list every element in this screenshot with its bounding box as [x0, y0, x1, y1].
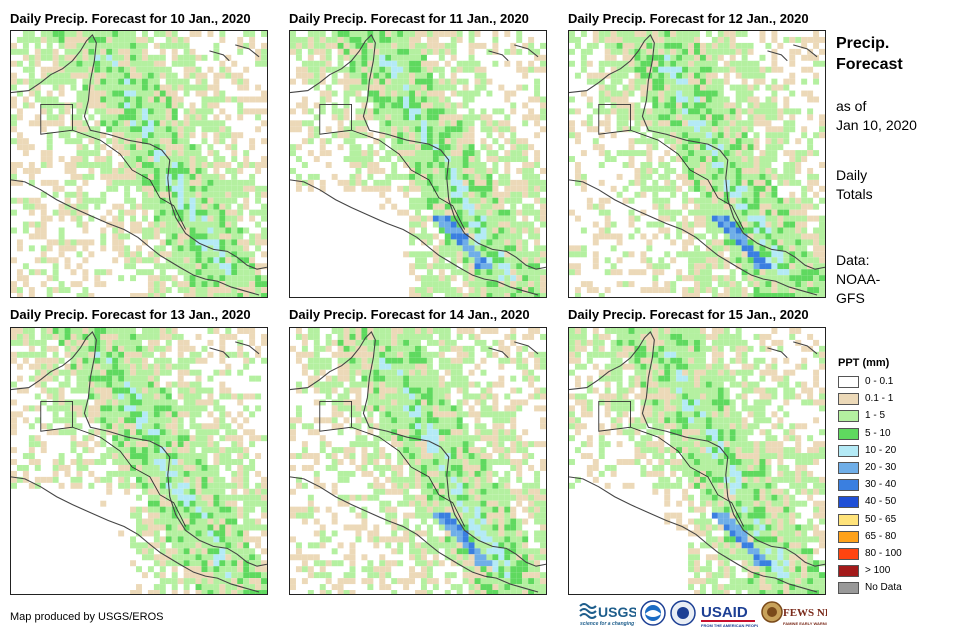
- map-panel-3: [568, 30, 826, 298]
- as-of-date: as of Jan 10, 2020: [836, 97, 917, 135]
- map-panel-6: [568, 327, 826, 595]
- forecast-title: Precip. Forecast: [836, 33, 903, 75]
- legend-label: 50 - 65: [865, 513, 897, 525]
- legend-label: 40 - 50: [865, 496, 897, 508]
- map-panel-1: [10, 30, 268, 298]
- legend-label: 20 - 30: [865, 461, 897, 473]
- legend-swatch: [838, 427, 859, 440]
- panel-title-6: Daily Precip. Forecast for 15 Jan., 2020: [568, 307, 809, 322]
- legend-swatch: [838, 513, 859, 526]
- legend-label: 65 - 80: [865, 530, 897, 542]
- panel-title-4: Daily Precip. Forecast for 13 Jan., 2020: [10, 307, 251, 322]
- legend-label: 10 - 20: [865, 444, 897, 456]
- precip-map: [569, 328, 825, 594]
- legend-swatch: [838, 393, 859, 406]
- legend-label: 30 - 40: [865, 479, 897, 491]
- legend-label: No Data: [865, 582, 902, 594]
- as-of-value: Jan 10, 2020: [836, 117, 917, 133]
- legend-label: 0.1 - 1: [865, 393, 894, 405]
- legend-label: 80 - 100: [865, 547, 902, 559]
- forecast-title-line1: Precip.: [836, 35, 890, 52]
- legend-swatch: [838, 496, 859, 509]
- legend-label: 5 - 10: [865, 427, 891, 439]
- map-credit: Map produced by USGS/EROS: [10, 611, 164, 623]
- legend-swatch: [838, 547, 859, 560]
- legend-label: > 100: [865, 565, 891, 577]
- data-source-line1: NOAA-: [836, 271, 881, 287]
- panel-title-2: Daily Precip. Forecast for 11 Jan., 2020: [289, 11, 529, 26]
- legend-swatch: [838, 530, 859, 543]
- legend-swatch: [838, 461, 859, 474]
- fewsnet-logo: FEWS NET FAMINE EARLY WARNING SYSTEMS: [761, 600, 853, 628]
- usgs-logo: USGS science for a changing world: [578, 600, 650, 628]
- usaid-logo: USAID FROM THE AMERICAN PEOPLE: [700, 600, 762, 628]
- legend-swatch: [838, 565, 859, 578]
- daily-totals-note: Daily Totals: [836, 166, 873, 204]
- panel-title-3: Daily Precip. Forecast for 12 Jan., 2020: [568, 11, 809, 26]
- precip-map: [290, 328, 546, 594]
- daily-label: Daily: [836, 167, 868, 183]
- panel-title-1: Daily Precip. Forecast for 10 Jan., 2020: [10, 11, 251, 26]
- precip-map: [569, 31, 825, 297]
- legend-swatch: [838, 410, 859, 423]
- panel-title-5: Daily Precip. Forecast for 14 Jan., 2020: [289, 307, 530, 322]
- precip-map: [11, 328, 267, 594]
- data-label: Data:: [836, 252, 870, 268]
- precip-map: [11, 31, 267, 297]
- legend-label: 1 - 5: [865, 410, 886, 422]
- data-source: Data: NOAA- GFS: [836, 251, 880, 308]
- map-panel-2: [289, 30, 547, 298]
- map-panel-4: [10, 327, 268, 595]
- legend-swatch: [838, 479, 859, 492]
- legend-title: PPT (mm): [838, 357, 890, 369]
- nasa-style-seal: [670, 600, 696, 628]
- legend-swatch: [838, 376, 859, 388]
- forecast-title-line2: Forecast: [836, 56, 903, 73]
- precip-map: [290, 31, 546, 297]
- legend-swatch: [838, 444, 859, 457]
- totals-label: Totals: [836, 186, 873, 202]
- legend-label: 0 - 0.1: [865, 376, 894, 387]
- map-panel-5: [289, 327, 547, 595]
- agency-logos: USGS science for a changing world USAID …: [578, 600, 853, 630]
- as-of-label: as of: [836, 98, 867, 114]
- legend-swatch: [838, 582, 859, 595]
- noaa-logo: [640, 600, 666, 628]
- data-source-line2: GFS: [836, 290, 865, 306]
